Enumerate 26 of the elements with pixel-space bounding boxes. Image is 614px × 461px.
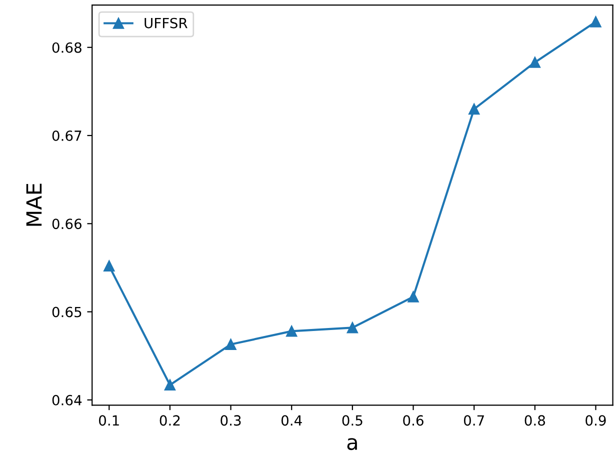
point — [408, 291, 419, 302]
point — [590, 16, 602, 28]
point — [468, 104, 480, 115]
point — [346, 322, 358, 334]
y-tick-label: 0.66 — [52, 218, 82, 230]
x-tick-label: 0.4 — [281, 415, 302, 426]
x-tick-label: 0.9 — [586, 415, 606, 426]
x-tick-label: 0.7 — [464, 415, 484, 426]
y-tick-label: 0.64 — [52, 394, 82, 406]
x-tick-label: 0.3 — [220, 415, 241, 426]
y-axis-title: MAE — [26, 184, 42, 226]
legend-label: UFFSR — [144, 18, 188, 28]
x-tick-label: 0.6 — [403, 415, 424, 426]
x-tick-label: 0.8 — [524, 415, 546, 426]
y-tick-label: 0.68 — [52, 42, 82, 53]
y-tick-label: 0.65 — [52, 306, 82, 318]
x-axis-title: a — [347, 438, 357, 450]
point — [104, 260, 115, 272]
point — [286, 326, 298, 337]
y-tick-label: 0.67 — [52, 130, 82, 141]
point — [164, 379, 176, 391]
x-tick-label: 0.5 — [342, 415, 362, 426]
x-tick-label: 0.2 — [160, 415, 180, 426]
point — [225, 338, 236, 350]
point — [529, 56, 540, 68]
x-tick-label: 0.1 — [99, 415, 119, 426]
